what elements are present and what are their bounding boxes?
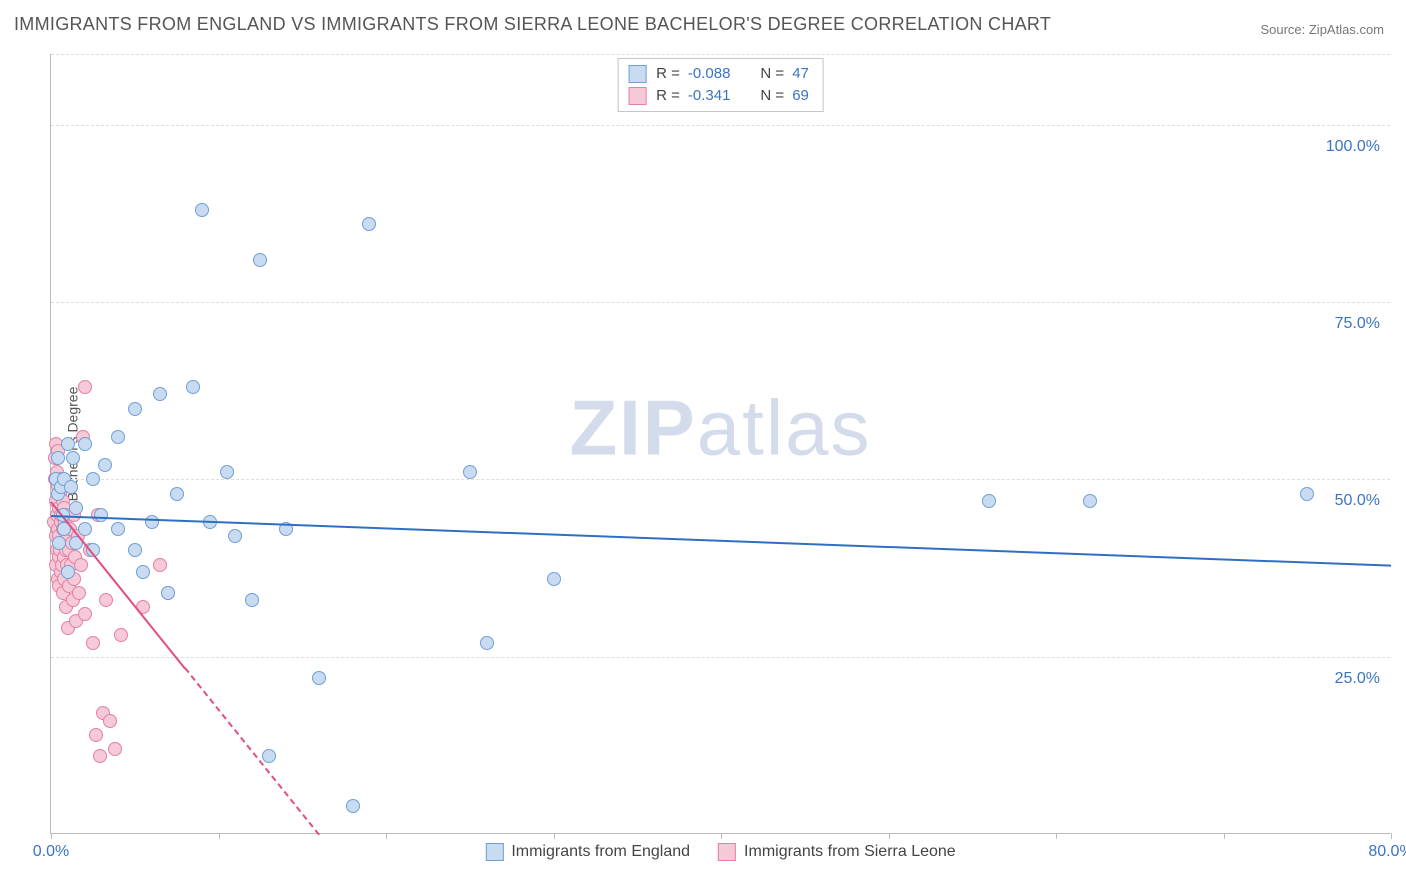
- trend-line-england: [51, 515, 1391, 567]
- data-point-england: [61, 565, 75, 579]
- data-point-england: [1300, 487, 1314, 501]
- gridline: [51, 657, 1390, 658]
- data-point-england: [161, 586, 175, 600]
- n-prefix-label: N =: [760, 85, 784, 107]
- source-attribution: Source: ZipAtlas.com: [1260, 22, 1384, 37]
- data-point-england: [111, 522, 125, 536]
- x-tick: [1056, 833, 1057, 839]
- data-point-sierra-leone: [103, 714, 117, 728]
- data-point-england: [78, 522, 92, 536]
- data-point-england: [61, 437, 75, 451]
- data-point-england: [195, 203, 209, 217]
- data-point-england: [128, 402, 142, 416]
- y-tick-label: 50.0%: [1335, 492, 1380, 510]
- x-tick: [1224, 833, 1225, 839]
- data-point-england: [362, 217, 376, 231]
- data-point-england: [982, 494, 996, 508]
- data-point-sierra-leone: [86, 636, 100, 650]
- chart-title: IMMIGRANTS FROM ENGLAND VS IMMIGRANTS FR…: [14, 14, 1051, 35]
- swatch-sierra-leone-icon: [718, 843, 736, 861]
- data-point-sierra-leone: [108, 742, 122, 756]
- data-point-sierra-leone: [93, 749, 107, 763]
- data-point-sierra-leone: [74, 558, 88, 572]
- legend-label-england: Immigrants from England: [511, 843, 690, 861]
- data-point-england: [78, 437, 92, 451]
- data-point-sierra-leone: [99, 593, 113, 607]
- x-tick: [51, 833, 52, 839]
- data-point-england: [136, 565, 150, 579]
- data-point-england: [480, 636, 494, 650]
- data-point-england: [245, 593, 259, 607]
- data-point-england: [64, 480, 78, 494]
- data-point-england: [128, 543, 142, 557]
- correlation-legend: R = -0.088 N = 47 R = -0.341 N = 69: [617, 58, 824, 112]
- data-point-england: [66, 451, 80, 465]
- data-point-england: [547, 572, 561, 586]
- data-point-england: [111, 430, 125, 444]
- data-point-england: [312, 671, 326, 685]
- data-point-england: [86, 472, 100, 486]
- data-point-england: [1083, 494, 1097, 508]
- data-point-england: [262, 749, 276, 763]
- x-tick: [386, 833, 387, 839]
- x-tick: [889, 833, 890, 839]
- x-tick-label: 0.0%: [33, 843, 69, 861]
- legend-row-england: R = -0.088 N = 47: [628, 63, 809, 85]
- data-point-england: [346, 799, 360, 813]
- data-point-england: [220, 465, 234, 479]
- x-tick: [1391, 833, 1392, 839]
- r-prefix-label: R =: [656, 85, 680, 107]
- data-point-england: [98, 458, 112, 472]
- gridline: [51, 54, 1390, 55]
- data-point-sierra-leone: [153, 558, 167, 572]
- data-point-england: [153, 387, 167, 401]
- x-tick: [554, 833, 555, 839]
- data-point-sierra-leone: [114, 628, 128, 642]
- england-r-value: -0.088: [688, 63, 731, 85]
- data-point-england: [51, 451, 65, 465]
- data-point-sierra-leone: [89, 728, 103, 742]
- watermark-text: ZIPatlas: [569, 382, 871, 473]
- swatch-england-icon: [628, 65, 646, 83]
- data-point-sierra-leone: [78, 607, 92, 621]
- data-point-england: [94, 508, 108, 522]
- data-point-england: [145, 515, 159, 529]
- data-point-england: [253, 253, 267, 267]
- england-n-value: 47: [792, 63, 809, 85]
- x-tick: [219, 833, 220, 839]
- data-point-england: [69, 501, 83, 515]
- trend-line-sierra-leone: [184, 668, 320, 836]
- sierra-leone-r-value: -0.341: [688, 85, 731, 107]
- sierra-leone-n-value: 69: [792, 85, 809, 107]
- data-point-england: [170, 487, 184, 501]
- legend-row-sierra-leone: R = -0.341 N = 69: [628, 85, 809, 107]
- legend-item-england: Immigrants from England: [485, 843, 690, 861]
- gridline: [51, 125, 1390, 126]
- swatch-sierra-leone-icon: [628, 87, 646, 105]
- data-point-england: [228, 529, 242, 543]
- data-point-sierra-leone: [78, 380, 92, 394]
- legend-item-sierra-leone: Immigrants from Sierra Leone: [718, 843, 956, 861]
- y-tick-label: 100.0%: [1326, 138, 1380, 156]
- gridline: [51, 479, 1390, 480]
- swatch-england-icon: [485, 843, 503, 861]
- y-tick-label: 75.0%: [1335, 315, 1380, 333]
- y-tick-label: 25.0%: [1335, 670, 1380, 688]
- x-tick-label: 80.0%: [1368, 843, 1406, 861]
- scatter-plot: Bachelor's Degree ZIPatlas R = -0.088 N …: [50, 54, 1390, 834]
- legend-label-sierra-leone: Immigrants from Sierra Leone: [744, 843, 956, 861]
- data-point-england: [52, 536, 66, 550]
- r-prefix-label: R =: [656, 63, 680, 85]
- gridline: [51, 302, 1390, 303]
- data-point-sierra-leone: [72, 586, 86, 600]
- data-point-england: [463, 465, 477, 479]
- n-prefix-label: N =: [760, 63, 784, 85]
- series-legend: Immigrants from England Immigrants from …: [485, 843, 955, 861]
- data-point-england: [186, 380, 200, 394]
- x-tick: [721, 833, 722, 839]
